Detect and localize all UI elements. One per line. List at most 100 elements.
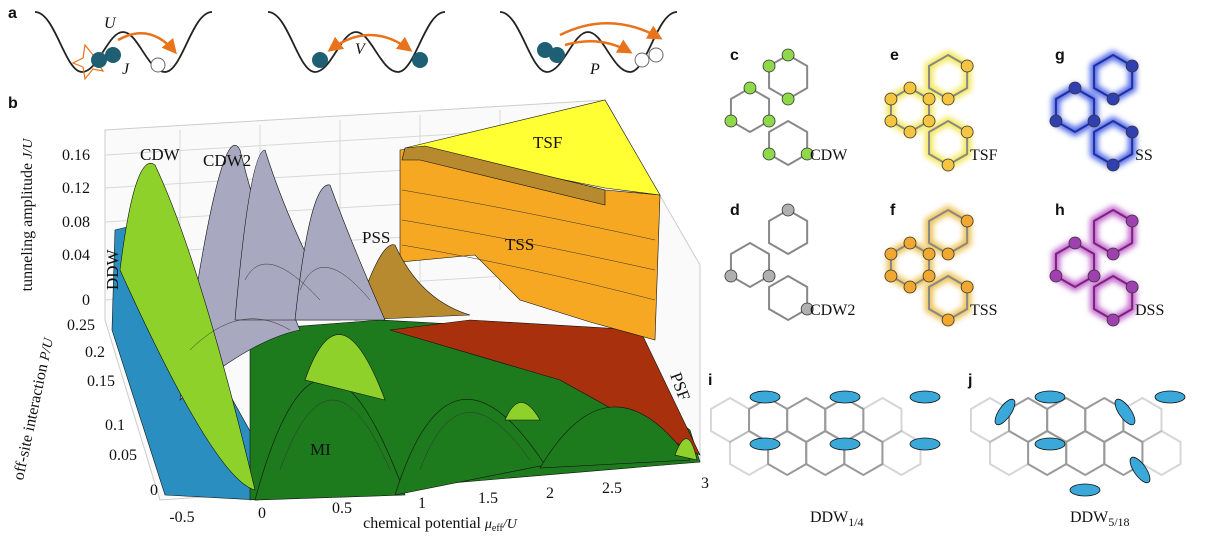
state-label: DSS — [1135, 302, 1164, 319]
panel-label: g — [1055, 47, 1065, 64]
site — [903, 81, 917, 95]
site — [922, 92, 936, 106]
symbol: V — [355, 41, 367, 58]
site — [941, 247, 955, 261]
site — [1106, 92, 1120, 106]
site — [1125, 214, 1139, 228]
x-tick-label: 0.5 — [332, 500, 352, 517]
site — [743, 81, 757, 95]
panel-label: i — [708, 372, 712, 389]
y-tick-label: 0.05 — [109, 447, 137, 464]
dimer — [994, 398, 1016, 426]
dimer — [909, 390, 941, 404]
panel-label: b — [8, 95, 18, 112]
state-subscript: 5/18 — [1108, 515, 1129, 529]
state-subscript: 1/4 — [848, 515, 863, 529]
x-tick-label: 0 — [258, 505, 266, 522]
site — [884, 114, 898, 128]
lattice-bond — [843, 429, 884, 477]
phase-label: PSS — [362, 228, 390, 247]
site — [960, 125, 974, 139]
state-name: DDW — [1070, 509, 1109, 526]
lattice-bond — [889, 86, 931, 134]
lattice-bond — [989, 429, 1030, 477]
panel-label: e — [890, 47, 899, 64]
site — [1068, 81, 1082, 95]
panel-label: f — [890, 202, 896, 219]
symbol: J — [122, 61, 130, 78]
lattice-bond — [767, 429, 808, 477]
y-tick-label: 0.2 — [85, 344, 105, 361]
site — [762, 269, 776, 283]
dimer — [1129, 456, 1151, 484]
phase-label: CDW — [140, 145, 181, 164]
y-tick-label: 0.15 — [87, 373, 115, 390]
lattice-bond — [1093, 53, 1134, 101]
site — [724, 114, 738, 128]
site — [884, 92, 898, 106]
lattice-bond — [881, 429, 922, 477]
site — [960, 59, 974, 73]
lattice-bond — [729, 429, 770, 477]
site — [1049, 114, 1063, 128]
arrows — [117, 21, 663, 55]
site — [800, 302, 814, 316]
x-tick-label: 2.5 — [602, 480, 622, 497]
site — [762, 114, 776, 128]
site — [960, 280, 974, 294]
site — [781, 203, 795, 217]
site — [941, 92, 955, 106]
dimer — [909, 437, 941, 451]
lattice-bond — [928, 208, 969, 256]
x-tick-label: 3 — [701, 475, 709, 492]
site — [903, 236, 917, 250]
z-tick-label: 0.08 — [62, 214, 90, 231]
site — [1106, 247, 1120, 261]
lattice-bond — [1093, 208, 1134, 256]
lattice-bond — [1054, 241, 1096, 289]
site — [884, 247, 898, 261]
atoms — [71, 42, 664, 81]
state-label: DDW1/4 — [810, 509, 864, 529]
lattice-bond — [928, 274, 969, 322]
lattice-bond — [1093, 274, 1134, 322]
site — [1106, 313, 1120, 327]
site — [1087, 114, 1101, 128]
x-tick-label: 2 — [546, 485, 554, 502]
lattice-bond — [768, 119, 809, 167]
lattice-bond — [1054, 86, 1096, 134]
dimer — [749, 390, 781, 404]
lattice-bond — [768, 274, 809, 322]
site — [941, 158, 955, 172]
dimer — [1034, 437, 1066, 451]
lattice-bond — [729, 241, 771, 289]
lattice-bond — [1093, 119, 1134, 167]
site — [884, 269, 898, 283]
contours — [189, 189, 656, 471]
dimer — [749, 437, 781, 451]
site — [903, 280, 917, 294]
y-tick-label: 0.25 — [67, 317, 95, 334]
x-tick-label: 1 — [418, 495, 426, 512]
x-axis-label: chemical potential μeff/U — [363, 515, 518, 534]
x-tick-label: -0.5 — [169, 509, 194, 526]
z-tick-label: 0 — [82, 292, 90, 309]
site — [1087, 269, 1101, 283]
y-tick-label: 0.1 — [105, 417, 125, 434]
dimer — [1034, 390, 1066, 404]
dimer — [1154, 390, 1186, 404]
lattice-bond — [928, 119, 969, 167]
panel-label: h — [1055, 202, 1065, 219]
site — [903, 125, 917, 139]
symbol: P — [589, 61, 600, 78]
phase-label: TSS — [505, 235, 534, 254]
x-tick-label: 1.5 — [478, 490, 498, 507]
site — [1068, 236, 1082, 250]
lattice-bond — [1103, 429, 1144, 477]
site — [781, 92, 795, 106]
site — [922, 114, 936, 128]
site — [922, 247, 936, 261]
phase-label: MI — [310, 440, 331, 459]
z-tick-label: 0.04 — [62, 247, 90, 264]
